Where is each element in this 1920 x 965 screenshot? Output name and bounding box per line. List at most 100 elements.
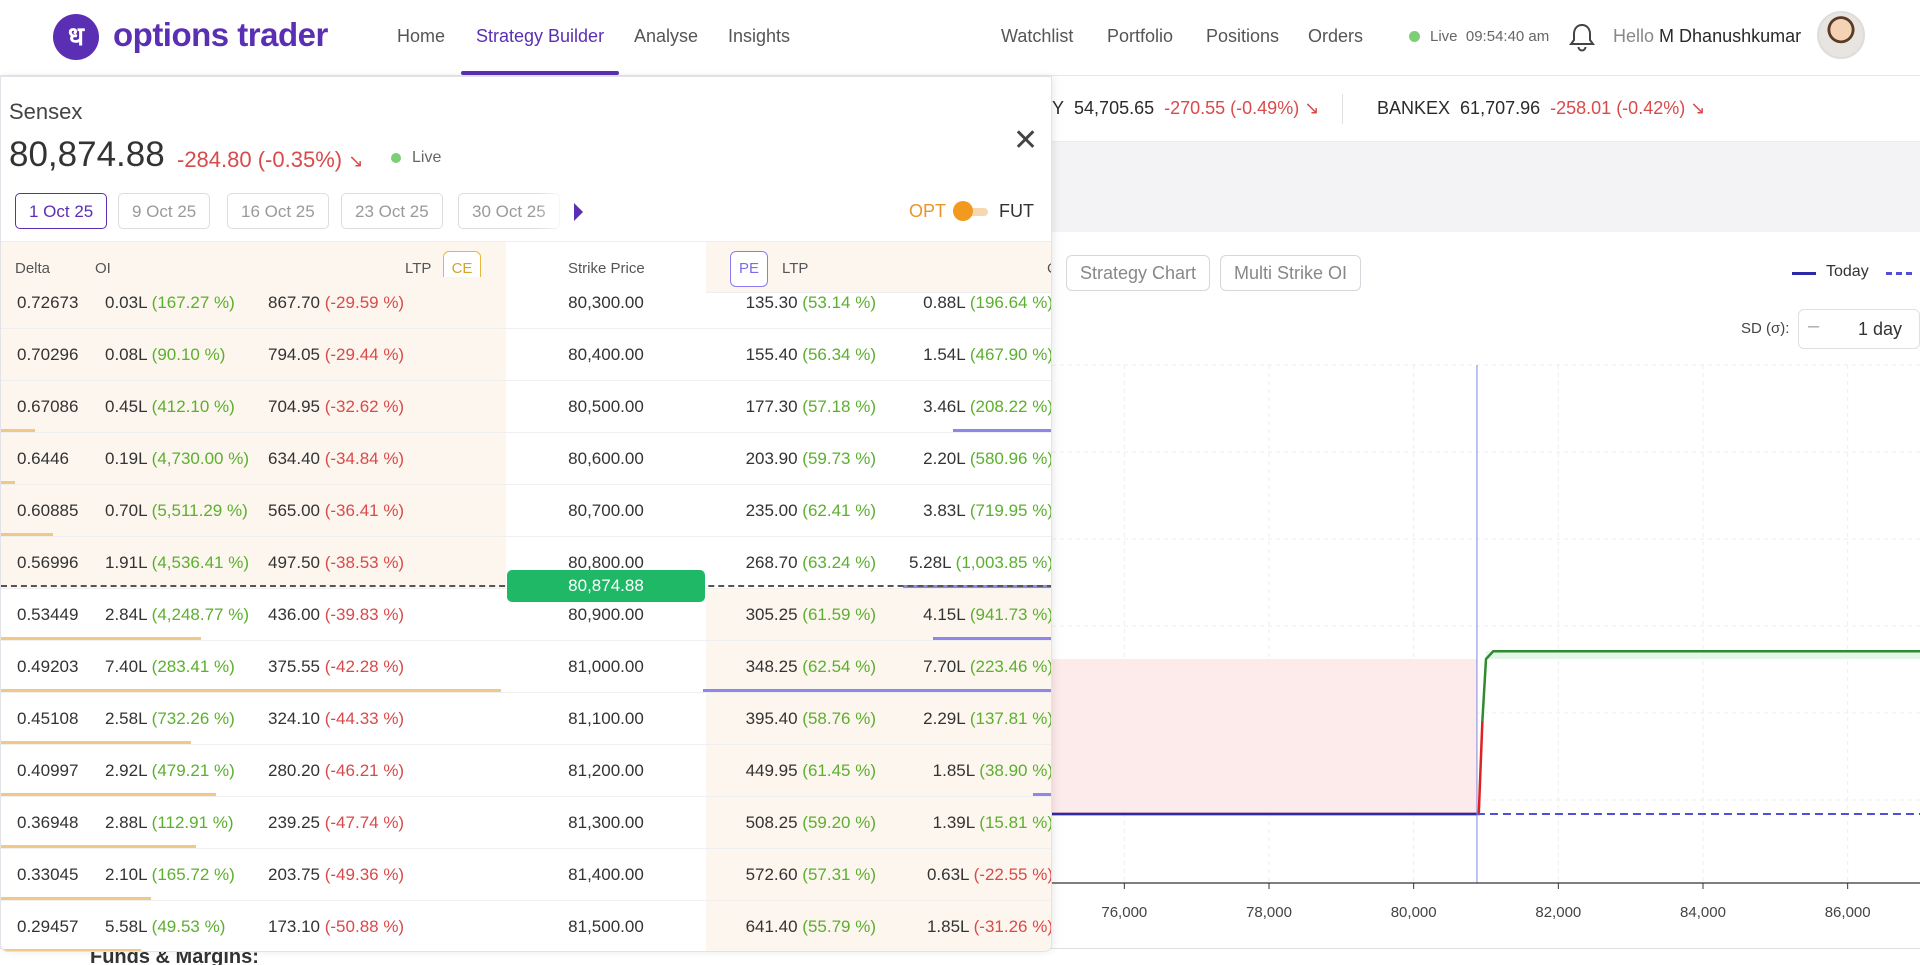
nav-portfolio[interactable]: Portfolio	[1107, 26, 1174, 46]
ce-ltp[interactable]: 794.05 (-29.44 %)	[268, 345, 405, 364]
ce-oi[interactable]: 2.10L (165.72 %)	[105, 865, 235, 884]
pe-oi[interactable]: 2.29L (137.81 %)	[923, 709, 1052, 728]
pe-oi[interactable]: 4.15L (941.73 %)	[923, 605, 1052, 624]
user-greeting[interactable]: Hello M Dhanushkumar	[1613, 26, 1802, 46]
expiry-tab[interactable]: 9 Oct 25	[118, 193, 211, 229]
nav-watchlist[interactable]: Watchlist	[1001, 26, 1074, 46]
chain-row[interactable]: 0.36948 2.88L (112.91 %) 239.25 (-47.74 %)…	[1, 797, 1052, 849]
ce-ltp[interactable]: 239.25 (-47.74 %)	[268, 813, 405, 832]
nav-strategy-builder[interactable]: Strategy Builder	[476, 26, 605, 46]
index-ticker	[1052, 76, 1920, 142]
ce-ltp[interactable]: 704.95 (-32.62 %)	[268, 397, 405, 416]
ce-oi[interactable]: 2.58L (732.26 %)	[105, 709, 235, 728]
ce-ltp[interactable]: 565.00 (-36.41 %)	[268, 501, 405, 520]
chevron-right-icon[interactable]	[574, 203, 583, 221]
ce-oi[interactable]: 7.40L (283.41 %)	[105, 657, 235, 676]
pe-oi[interactable]: 3.83L (719.95 %)	[923, 501, 1052, 520]
chain-row[interactable]: 0.45108 2.58L (732.26 %) 324.10 (-44.33 %)…	[1, 693, 1052, 745]
ce-oi[interactable]: 2.84L (4,248.77 %)	[105, 605, 249, 624]
strike-price: 80,800.00	[568, 553, 644, 572]
strike-price: 81,300.00	[568, 813, 644, 832]
brand-name[interactable]: options trader	[113, 16, 328, 53]
pe-ltp[interactable]: 177.30 (57.18 %)	[745, 397, 876, 416]
expiry-tab[interactable]: 1 Oct 25	[15, 193, 108, 229]
chain-row[interactable]: 0.6446 0.19L (4,730.00 %) 634.40 (-34.84 %…	[1, 433, 1052, 485]
ce-ltp[interactable]: 634.40 (-34.84 %)	[268, 449, 405, 468]
ce-oi[interactable]: 0.08L (90.10 %)	[105, 345, 226, 364]
pe-oi[interactable]: 1.85L (-31.26 %)	[926, 917, 1052, 936]
pe-ltp[interactable]: 305.25 (61.59 %)	[745, 605, 876, 624]
pe-ltp[interactable]: 641.40 (55.79 %)	[745, 917, 876, 936]
option-chain-panel: Sensex 80,874.88 -284.80 (-0.35%) ↘ Live…	[0, 76, 1052, 952]
tab-strategy-chart[interactable]: Strategy Chart	[1066, 255, 1211, 291]
ce-oi[interactable]: 0.19L (4,730.00 %)	[105, 449, 249, 468]
chain-row[interactable]: 0.70296 0.08L (90.10 %) 794.05 (-29.44 %) 8…	[1, 329, 1052, 381]
sd-stepper[interactable]	[1798, 309, 1920, 349]
ce-oi-bar	[1, 897, 151, 900]
ce-oi-bar	[1, 793, 216, 796]
pe-oi[interactable]: 1.39L (15.81 %)	[932, 813, 1052, 832]
pe-oi[interactable]: 3.46L (208.22 %)	[923, 397, 1052, 416]
opt-label[interactable]: OPT	[909, 201, 947, 221]
pe-oi[interactable]: 0.63L (-22.55 %)	[926, 865, 1052, 884]
tab-multi-strike-oi[interactable]: Multi Strike OI	[1220, 255, 1362, 291]
notification-bell-icon[interactable]	[1568, 22, 1596, 52]
nav-orders[interactable]: Orders	[1308, 26, 1364, 46]
pe-ltp[interactable]: 268.70 (63.24 %)	[745, 553, 876, 572]
ce-oi[interactable]: 0.70L (5,511.29 %)	[105, 501, 248, 520]
user-avatar[interactable]	[1817, 11, 1865, 59]
toggle-knob[interactable]	[953, 201, 973, 221]
ce-ltp[interactable]: 324.10 (-44.33 %)	[268, 709, 405, 728]
fut-label[interactable]: FUT	[999, 201, 1034, 221]
pe-ltp[interactable]: 155.40 (56.34 %)	[745, 345, 876, 364]
ce-oi[interactable]: 0.03L (167.27 %)	[105, 293, 235, 312]
ticker-item[interactable]: BANKEX 61,707.96 -258.01 (-0.42%) ↘	[1377, 98, 1706, 118]
pe-ltp[interactable]: 203.90 (59.73 %)	[745, 449, 876, 468]
pe-ltp[interactable]: 572.60 (57.31 %)	[745, 865, 876, 884]
ce-oi[interactable]: 2.92L (479.21 %)	[105, 761, 235, 780]
pe-ltp[interactable]: 508.25 (59.20 %)	[745, 813, 876, 832]
chain-row[interactable]: 0.29457 5.58L (49.53 %) 173.10 (-50.88 %) 8…	[1, 901, 1052, 951]
nav-positions[interactable]: Positions	[1206, 26, 1280, 46]
pe-oi[interactable]: 5.28L (1,003.85 %)	[909, 553, 1052, 572]
ce-ltp[interactable]: 867.70 (-29.59 %)	[268, 293, 405, 312]
ce-ltp[interactable]: 497.50 (-38.53 %)	[268, 553, 405, 572]
chain-row[interactable]: 0.72673 0.03L (167.27 %) 867.70 (-29.59 %)…	[1, 277, 1052, 329]
chain-row[interactable]: 0.40997 2.92L (479.21 %) 280.20 (-46.21 %)…	[1, 745, 1052, 797]
chain-row[interactable]: 0.33045 2.10L (165.72 %) 203.75 (-49.36 %)…	[1, 849, 1052, 901]
ce-oi[interactable]: 5.58L (49.53 %)	[105, 917, 226, 936]
pe-ltp[interactable]: 449.95 (61.45 %)	[745, 761, 876, 780]
ce-oi[interactable]: 1.91L (4,536.41 %)	[105, 553, 249, 572]
pe-ltp[interactable]: 348.25 (62.54 %)	[745, 657, 876, 676]
pe-oi[interactable]: 2.20L (580.96 %)	[923, 449, 1052, 468]
delta-value: 0.53449	[17, 605, 79, 624]
chain-row[interactable]: 0.67086 0.45L (412.10 %) 704.95 (-32.62 %)…	[1, 381, 1052, 433]
ticker-item[interactable]: Y 54,705.65 -270.55 (-0.49%) ↘	[1052, 98, 1320, 118]
ce-ltp[interactable]: 375.55 (-42.28 %)	[268, 657, 405, 676]
ce-ltp[interactable]: 173.10 (-50.88 %)	[268, 917, 405, 936]
ce-oi[interactable]: 2.88L (112.91 %)	[105, 813, 234, 832]
ce-ltp[interactable]: 203.75 (-49.36 %)	[268, 865, 405, 884]
payoff-chart[interactable]: 76,000 78,000 80,000 82,000 84,000 86,000	[1052, 360, 1920, 948]
nav-home[interactable]: Home	[397, 26, 446, 46]
close-icon[interactable]: ✕	[1013, 123, 1039, 158]
expiry-tab[interactable]: 23 Oct 25	[341, 193, 443, 229]
ce-ltp[interactable]: 280.20 (-46.21 %)	[268, 761, 405, 780]
spot-price: 80,874.88	[9, 135, 165, 174]
sd-minus-button[interactable]: –	[1808, 315, 1820, 337]
pe-ltp[interactable]: 135.30 (53.14 %)	[745, 293, 876, 312]
pe-ltp[interactable]: 395.40 (58.76 %)	[745, 709, 876, 728]
expiry-tab[interactable]: 16 Oct 25	[227, 193, 329, 229]
pe-oi[interactable]: 0.88L (196.64 %)	[923, 293, 1052, 312]
pe-oi[interactable]: 1.54L (467.90 %)	[923, 345, 1052, 364]
pe-ltp[interactable]: 235.00 (62.41 %)	[745, 501, 876, 520]
pe-oi[interactable]: 1.85L (38.90 %)	[932, 761, 1052, 780]
pe-oi[interactable]: 7.70L (223.46 %)	[923, 657, 1052, 676]
ce-oi[interactable]: 0.45L (412.10 %)	[105, 397, 235, 416]
nav-insights[interactable]: Insights	[728, 26, 791, 46]
nav-analyse[interactable]: Analyse	[634, 26, 699, 46]
ce-ltp[interactable]: 436.00 (-39.83 %)	[268, 605, 405, 624]
brand-logo-icon[interactable]: ध	[53, 14, 99, 60]
chain-row[interactable]: 0.60885 0.70L (5,511.29 %) 565.00 (-36.41 …	[1, 485, 1052, 537]
chain-row[interactable]: 0.49203 7.40L (283.41 %) 375.55 (-42.28 %)…	[1, 641, 1052, 693]
